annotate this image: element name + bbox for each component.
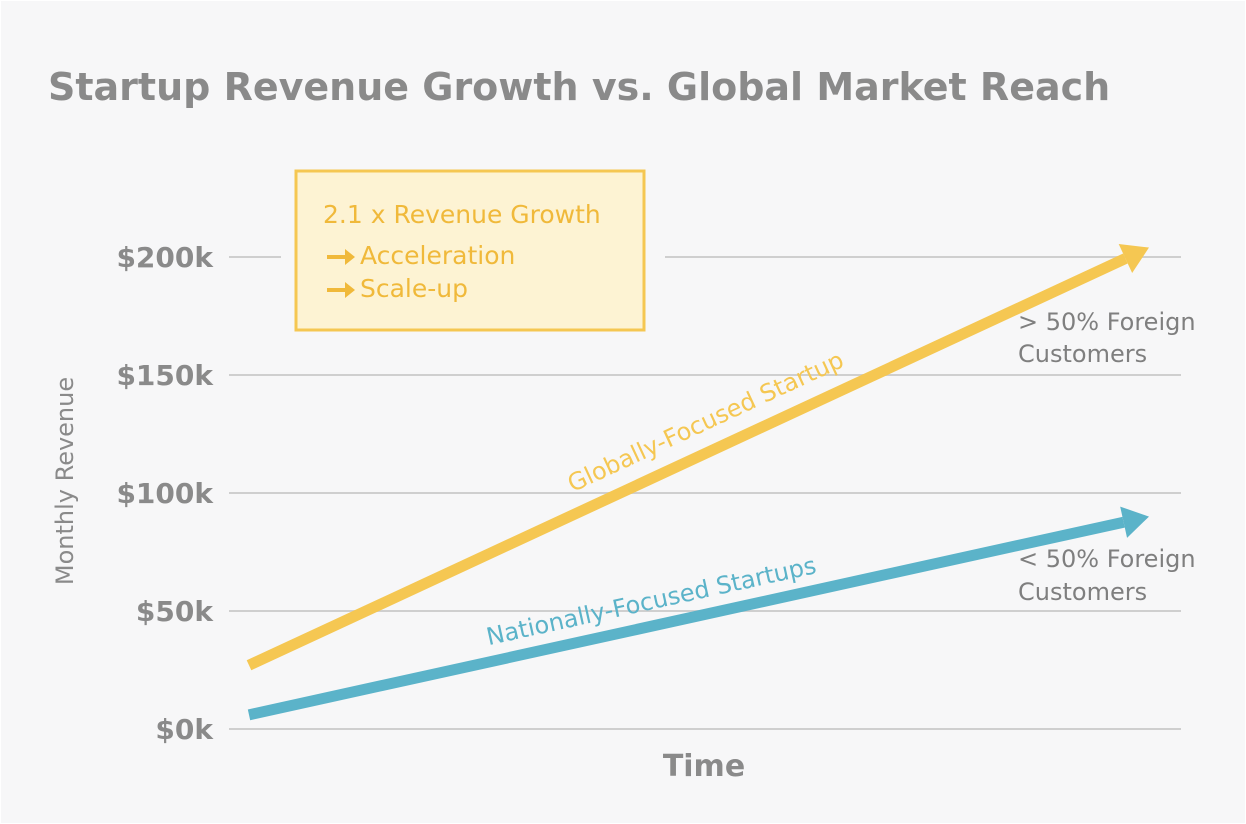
series-annotation-global: > 50% Foreign Customers bbox=[1018, 308, 1196, 368]
gridlines bbox=[229, 256, 1181, 730]
series-label: Globally-Focused Startup bbox=[563, 346, 848, 498]
series-annotation-national: < 50% Foreign Customers bbox=[1018, 545, 1196, 606]
arrow-head bbox=[1120, 506, 1149, 538]
y-tick-labels: $0k $50k $100k $150k $200k bbox=[116, 241, 214, 746]
series-line bbox=[247, 516, 1125, 721]
y-tick-label: $150k bbox=[116, 359, 214, 392]
annotation-line: Customers bbox=[1018, 340, 1147, 368]
callout-item: Acceleration bbox=[360, 241, 515, 270]
arrow-head bbox=[1118, 243, 1149, 274]
y-tick-label: $0k bbox=[155, 713, 214, 746]
callout-box: 2.1 x Revenue Growth Acceleration Scale-… bbox=[294, 169, 646, 332]
annotation-line: > 50% Foreign bbox=[1018, 308, 1196, 336]
right-arrow-icon bbox=[327, 249, 355, 265]
y-axis-label: Monthly Revenue bbox=[51, 377, 79, 585]
y-tick-label: $200k bbox=[116, 241, 214, 274]
y-tick-label: $50k bbox=[136, 595, 214, 628]
right-arrow-icon bbox=[327, 282, 355, 298]
x-axis-label: Time bbox=[663, 749, 745, 784]
callout-heading: 2.1 x Revenue Growth bbox=[323, 200, 601, 229]
series-line bbox=[246, 253, 1128, 671]
annotation-line: Customers bbox=[1018, 578, 1147, 606]
annotation-line: < 50% Foreign bbox=[1018, 545, 1196, 573]
chart-title: Startup Revenue Growth vs. Global Market… bbox=[48, 65, 1110, 109]
callout-item: Scale-up bbox=[360, 274, 468, 303]
y-tick-label: $100k bbox=[116, 477, 214, 510]
